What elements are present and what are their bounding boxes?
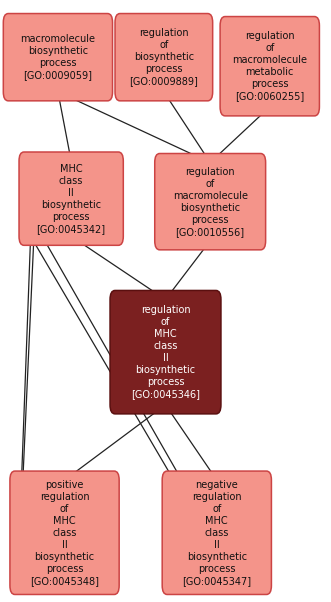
Text: negative
regulation
of
MHC
class
II
biosynthetic
process
[GO:0045347]: negative regulation of MHC class II bios… bbox=[182, 480, 251, 586]
FancyBboxPatch shape bbox=[220, 16, 319, 116]
FancyBboxPatch shape bbox=[3, 13, 113, 101]
FancyBboxPatch shape bbox=[155, 154, 265, 250]
FancyBboxPatch shape bbox=[162, 471, 271, 595]
Text: regulation
of
biosynthetic
process
[GO:0009889]: regulation of biosynthetic process [GO:0… bbox=[129, 28, 198, 86]
FancyBboxPatch shape bbox=[115, 13, 213, 101]
Text: positive
regulation
of
MHC
class
II
biosynthetic
process
[GO:0045348]: positive regulation of MHC class II bios… bbox=[30, 480, 99, 586]
Text: regulation
of
macromolecule
metabolic
process
[GO:0060255]: regulation of macromolecule metabolic pr… bbox=[232, 31, 307, 101]
FancyBboxPatch shape bbox=[10, 471, 119, 595]
Text: regulation
of
MHC
class
II
biosynthetic
process
[GO:0045346]: regulation of MHC class II biosynthetic … bbox=[131, 305, 200, 399]
FancyBboxPatch shape bbox=[19, 152, 123, 246]
Text: macromolecule
biosynthetic
process
[GO:0009059]: macromolecule biosynthetic process [GO:0… bbox=[21, 34, 95, 80]
Text: regulation
of
macromolecule
biosynthetic
process
[GO:0010556]: regulation of macromolecule biosynthetic… bbox=[173, 167, 248, 237]
Text: MHC
class
II
biosynthetic
process
[GO:0045342]: MHC class II biosynthetic process [GO:00… bbox=[37, 164, 106, 234]
FancyBboxPatch shape bbox=[110, 291, 221, 414]
